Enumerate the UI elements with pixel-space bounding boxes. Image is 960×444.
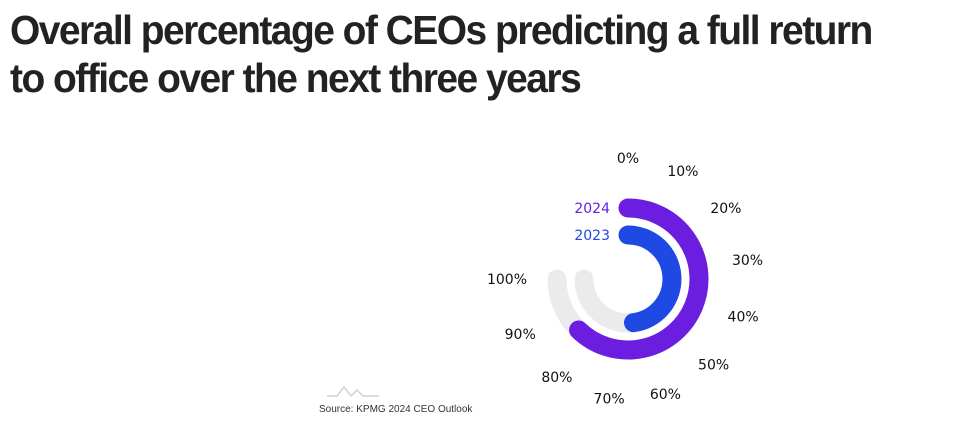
chart-title: Overall percentage of CEOs predicting a … bbox=[10, 7, 873, 101]
tick-label: 10% bbox=[667, 164, 698, 180]
tick-label: 0% bbox=[617, 151, 639, 167]
tick-label: 20% bbox=[710, 201, 741, 217]
tick-label: 70% bbox=[594, 392, 625, 408]
bar-2023 bbox=[618, 225, 682, 333]
tick-label: 60% bbox=[650, 387, 681, 403]
tick-label: 80% bbox=[541, 370, 572, 386]
tick-label: 100% bbox=[487, 272, 527, 288]
tick-label: 90% bbox=[505, 327, 536, 343]
series-label-2024: 2024 bbox=[574, 201, 610, 217]
series-label-2023: 2023 bbox=[574, 228, 610, 244]
tick-label: 50% bbox=[698, 358, 729, 374]
logo-watermark-icon bbox=[327, 386, 379, 397]
bar-2024 bbox=[569, 198, 709, 360]
tick-label: 30% bbox=[732, 253, 763, 269]
tick-label: 40% bbox=[728, 309, 759, 325]
source-note: Source: KPMG 2024 CEO Outlook bbox=[319, 404, 473, 415]
